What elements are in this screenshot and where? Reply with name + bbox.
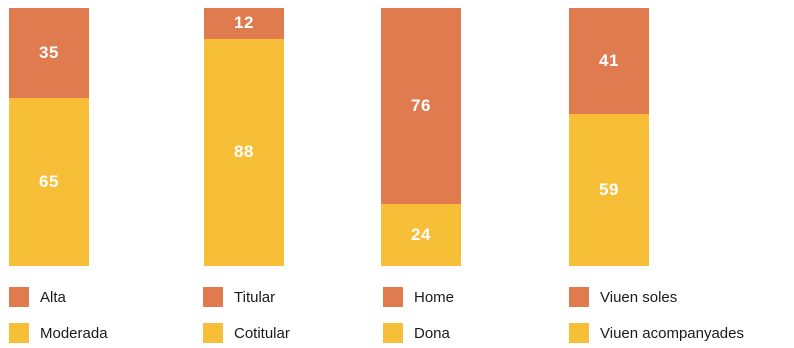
- legend-swatch: [203, 287, 223, 307]
- bar-value-label: 41: [599, 50, 619, 70]
- legend-item: Dona: [383, 323, 450, 343]
- legend-label: Cotitular: [234, 324, 290, 342]
- legend-item: Cotitular: [203, 323, 290, 343]
- legend-label: Dona: [414, 324, 450, 342]
- legend-item: Alta: [9, 287, 66, 307]
- bar-4-segment-bottom: 59: [569, 113, 649, 266]
- legend-item: Moderada: [9, 323, 108, 343]
- bar-value-label: 59: [599, 179, 619, 199]
- legend-label: Viuen acompanyades: [600, 324, 744, 342]
- legend-swatch: [9, 287, 29, 307]
- bar-2-segment-top: 12: [204, 8, 284, 39]
- legend-swatch: [383, 323, 403, 343]
- bar-value-label: 88: [234, 142, 254, 162]
- bar-value-label: 76: [411, 96, 431, 116]
- legend-item: Viuen acompanyades: [569, 323, 744, 343]
- legend-item: Viuen soles: [569, 287, 677, 307]
- legend-label: Viuen soles: [600, 288, 678, 306]
- legend-item: Home: [383, 287, 454, 307]
- bar-value-label: 24: [411, 225, 431, 245]
- bar-1: 35 65: [9, 8, 89, 266]
- legend-label: Home: [414, 288, 455, 306]
- bar-3-segment-top: 76: [381, 8, 461, 205]
- bar-4: 41 59: [569, 8, 649, 266]
- legend-swatch: [569, 287, 589, 307]
- bar-value-label: 65: [39, 172, 59, 192]
- legend-swatch: [9, 323, 29, 343]
- legend-swatch: [569, 323, 589, 343]
- bar-2: 12 88: [204, 8, 284, 266]
- bar-value-label: 12: [234, 13, 254, 33]
- bar-3-segment-bottom: 24: [381, 204, 461, 266]
- bar-2-segment-bottom: 88: [204, 38, 284, 266]
- bar-1-segment-bottom: 65: [9, 98, 89, 266]
- bar-value-label: 35: [39, 43, 59, 63]
- bar-1-segment-top: 35: [9, 8, 89, 99]
- legend-swatch: [203, 323, 223, 343]
- legend-swatch: [383, 287, 403, 307]
- legend-label: Titular: [234, 288, 276, 306]
- bar-4-segment-top: 41: [569, 8, 649, 114]
- legend-label: Alta: [40, 288, 66, 306]
- bar-3: 76 24: [381, 8, 461, 266]
- legend-label: Moderada: [40, 324, 108, 342]
- legend-item: Titular: [203, 287, 275, 307]
